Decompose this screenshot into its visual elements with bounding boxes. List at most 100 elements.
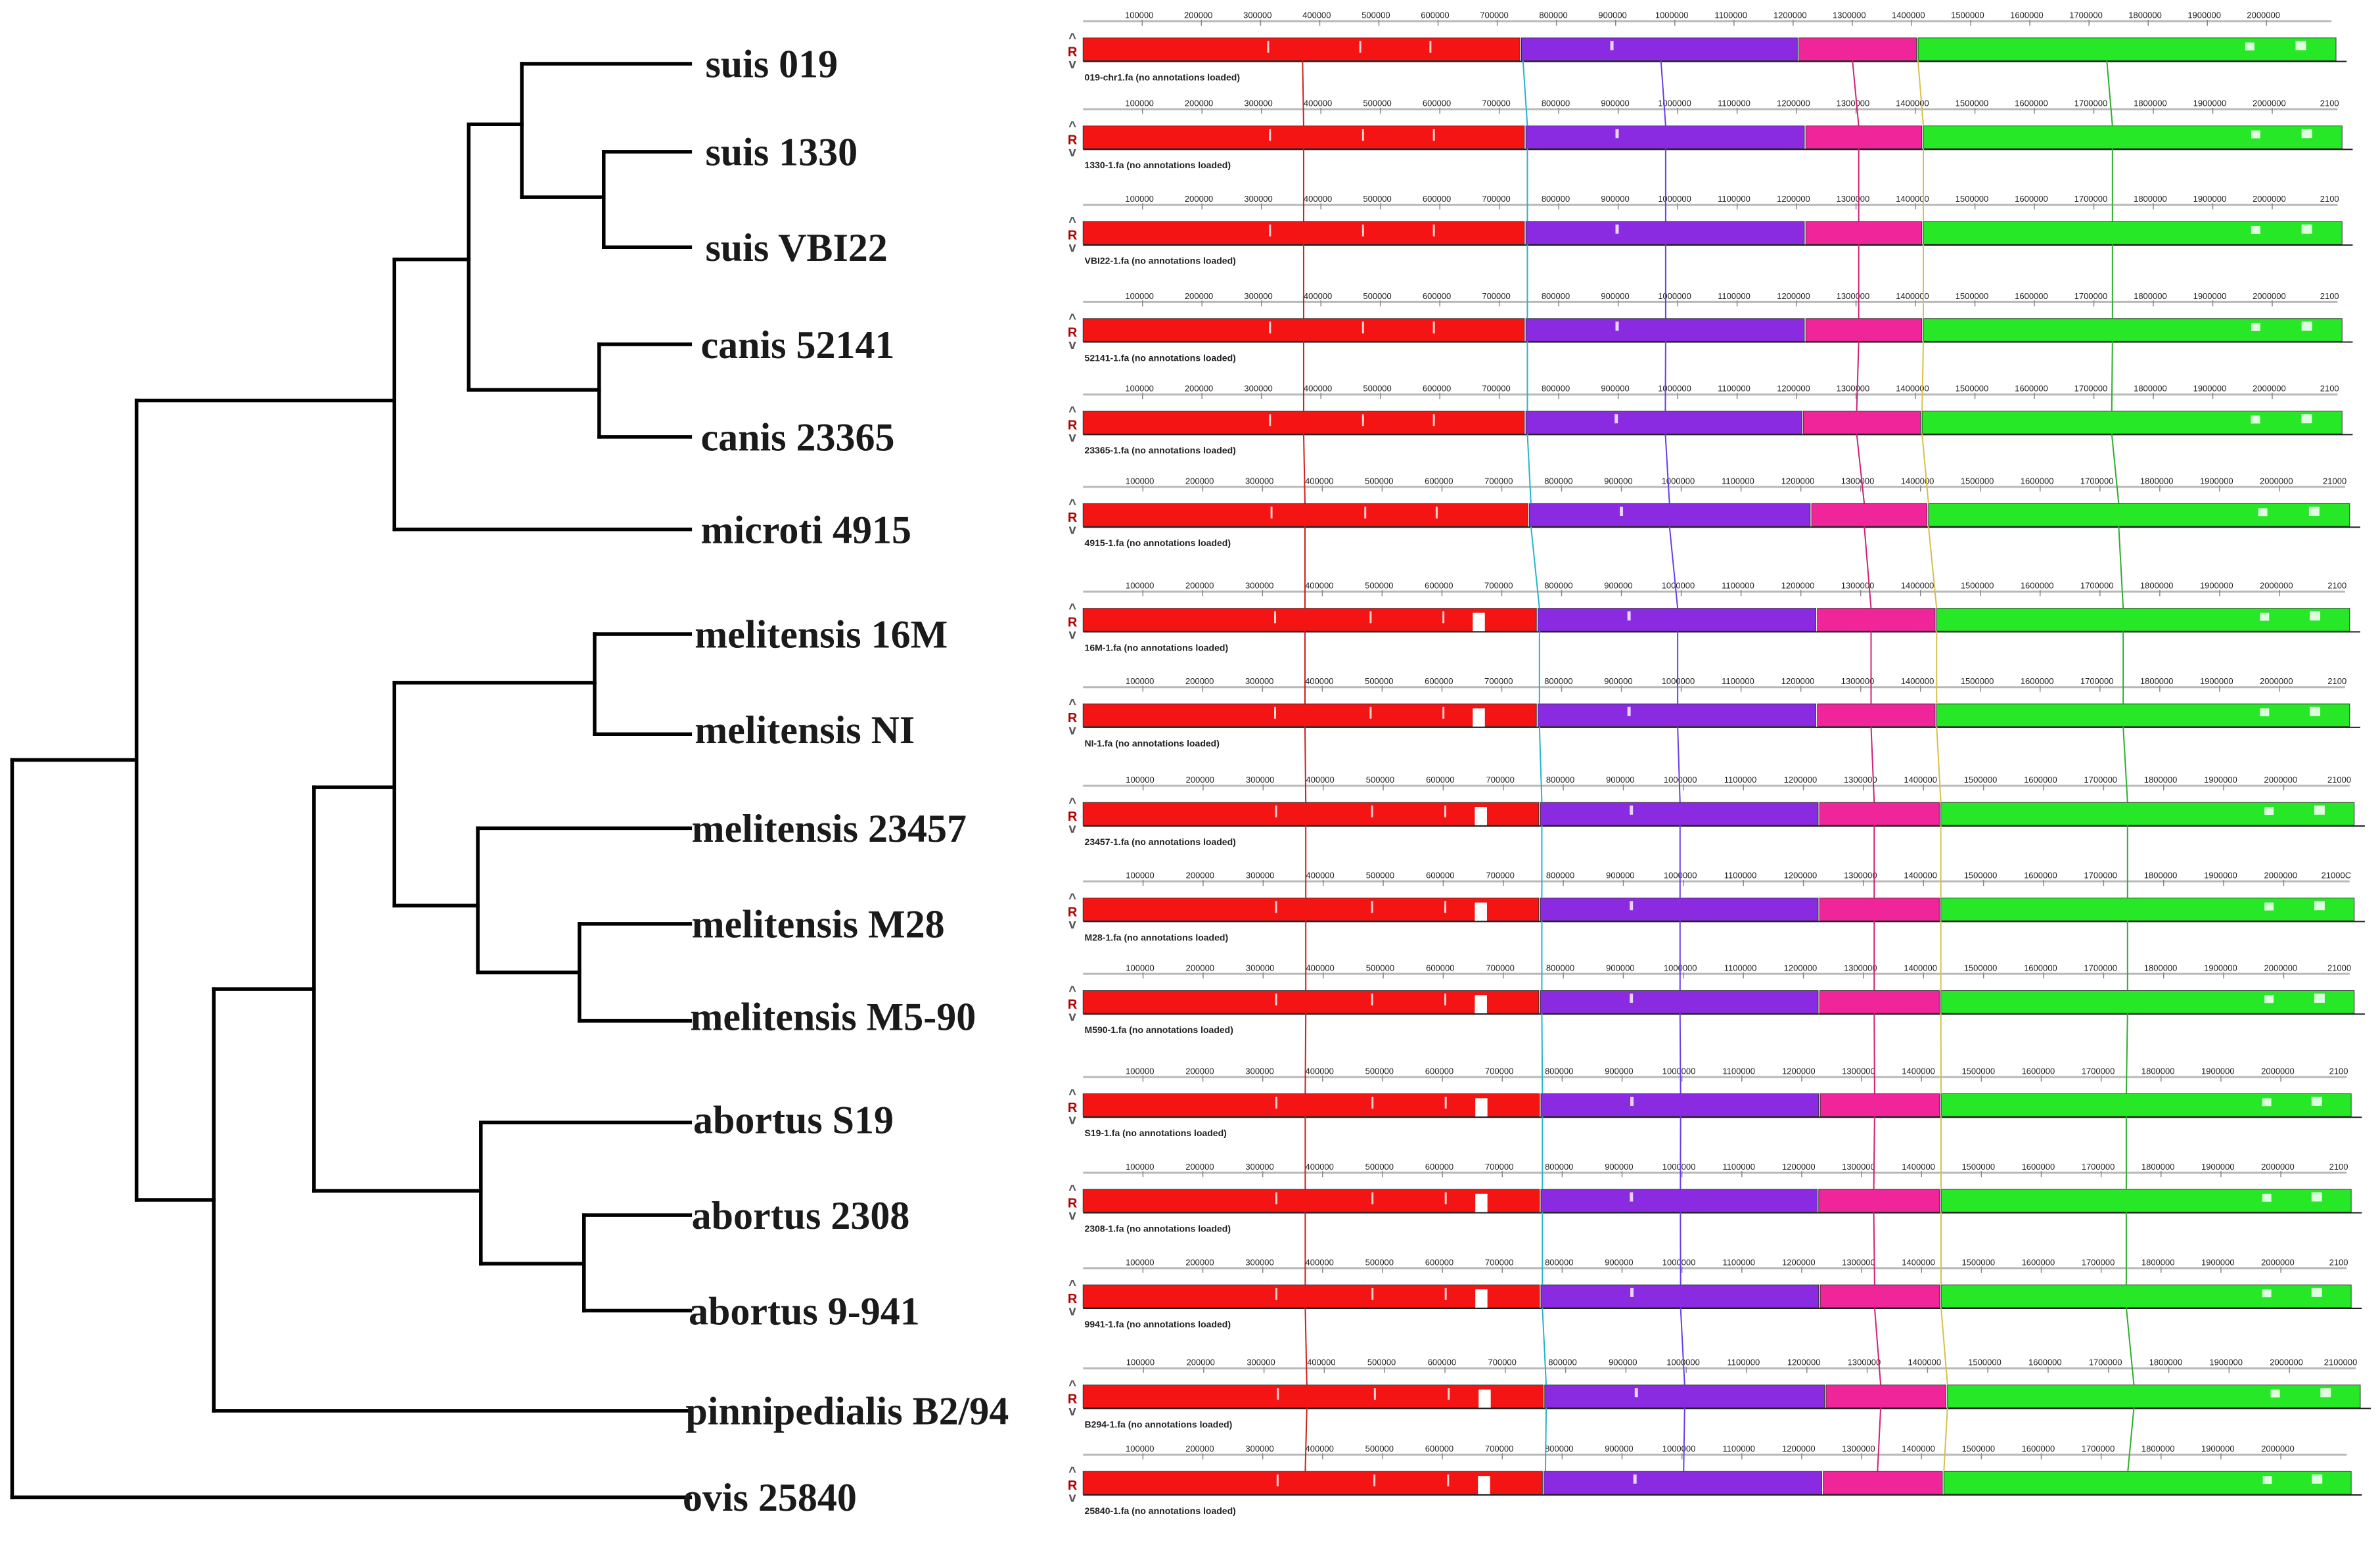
ruler-tick-label: 1000000	[1662, 581, 1695, 591]
ruler-tick-label: 1100000	[1728, 1358, 1760, 1367]
lcb-pink-block	[1818, 1189, 1940, 1212]
phylogenetic-tree	[10, 62, 693, 1500]
genome-panel: 100000 200000 300000 400000 500000 600000 7000…	[1068, 99, 2353, 170]
ruler-tick-label: 2000000	[2253, 291, 2286, 301]
ruler-tick-label: 1900000	[2200, 676, 2233, 686]
ruler-tick-label: 100000	[1125, 291, 1153, 301]
block-mark	[1429, 41, 1432, 53]
genome-panel: 100000 200000 300000 400000 500000 600000 7000…	[1068, 291, 2353, 363]
lcb-pink-block	[1823, 1471, 1943, 1495]
ruler-tick-label: 1400000	[1904, 963, 1937, 973]
block-mark	[2314, 805, 2325, 815]
ruler-tick-label: 1400000	[1908, 1358, 1941, 1367]
scroll-up-icon: ^	[1068, 602, 1076, 616]
scroll-up-icon: ^	[1068, 892, 1076, 906]
lcb-green-block	[1921, 411, 2343, 434]
block-mark	[1630, 901, 1634, 911]
ruler-tick-label: 1100000	[1718, 99, 1751, 108]
ruler-tick-label: 400000	[1306, 871, 1334, 881]
ruler-tick-label: 500000	[1365, 1257, 1394, 1267]
block-mark	[1275, 1192, 1277, 1204]
lcb-connector	[2111, 341, 2113, 411]
ruler-tick-label: 400000	[1304, 291, 1332, 301]
ruler-tick-label: 1700000	[2074, 291, 2108, 301]
ruler-tick-label: 300000	[1244, 291, 1272, 301]
block-mark	[1275, 1097, 1277, 1109]
taxon-label: abortus S19	[693, 1098, 894, 1141]
ruler-tick-label: 200000	[1186, 963, 1214, 973]
ruler-tick-label: 600000	[1423, 194, 1451, 204]
ruler-tick-label: 1900000	[2201, 1444, 2235, 1454]
scroll-up-icon: ^	[1068, 312, 1076, 327]
ruler-tick-label: 1700000	[2080, 676, 2114, 686]
taxon-label: melitensis 16M	[695, 613, 948, 656]
lcb-green-block	[1940, 1189, 2352, 1212]
genome-panel: 100000 200000 300000 400000 500000 600000 7000…	[1068, 1162, 2362, 1233]
ruler-tick-label: 1600000	[2015, 99, 2048, 108]
ruler-tick-label: 300000	[1245, 476, 1273, 486]
ruler-tick-label: 900000	[1601, 291, 1629, 301]
genome-panel: 100000 200000 300000 400000 500000 600000 7000…	[1068, 11, 2347, 82]
block-gap	[1475, 1289, 1488, 1308]
ruler-tick-label: 1300000	[1842, 1066, 1875, 1076]
ruler-tick-label: 1200000	[1781, 476, 1815, 486]
ruler-tick-label: 100000	[1126, 1444, 1154, 1454]
ruler-tick-label: 200000	[1185, 384, 1213, 394]
lcb-green-block	[1940, 1284, 2352, 1308]
ruler-tick-label: 800000	[1542, 291, 1570, 301]
genome-panel: 100000 200000 300000 400000 500000 600000 7000…	[1068, 775, 2365, 847]
lcb-purple-block	[1544, 1471, 1822, 1495]
ruler-end-label: 2100000	[2324, 1358, 2358, 1367]
ruler-tick-label: 1300000	[1841, 581, 1875, 591]
lcb-connector	[1873, 1116, 1875, 1189]
ruler-tick-label: 1800000	[2141, 1066, 2175, 1076]
lcb-red-block	[1082, 411, 1525, 434]
lcb-connector	[1870, 726, 1875, 803]
ruler-tick-label: 1700000	[2074, 194, 2108, 204]
ruler-tick-label: 800000	[1546, 775, 1574, 785]
ruler-tick-label: 900000	[1604, 476, 1632, 486]
ruler-tick-label: 2000000	[2270, 1358, 2303, 1367]
lcb-purple-block	[1540, 990, 1819, 1014]
ruler-tick-label: 1800000	[2149, 1358, 2183, 1367]
ruler-tick-label: 100000	[1126, 1162, 1154, 1172]
reverse-label: R	[1068, 1292, 1078, 1306]
scroll-down-icon: v	[1069, 430, 1077, 445]
block-mark	[1371, 805, 1373, 817]
ruler-tick-label: 1900000	[2193, 384, 2227, 394]
lcb-connector	[1668, 526, 1679, 608]
lcb-connector	[1544, 1408, 1547, 1472]
ruler-tick-label: 1200000	[1784, 871, 1818, 881]
ruler-tick-label: 1200000	[1777, 99, 1810, 108]
lcb-pink-block	[1819, 898, 1940, 921]
ruler-tick-label: 600000	[1421, 11, 1449, 20]
ruler-tick-label: 1700000	[2084, 775, 2117, 785]
ruler-tick-label: 1700000	[2080, 476, 2114, 486]
lcb-connector	[1542, 1307, 1547, 1385]
block-mark	[1371, 994, 1373, 1006]
block-mark	[2310, 706, 2321, 716]
lcb-connector	[1921, 434, 1929, 504]
block-mark	[2270, 1389, 2280, 1398]
block-mark	[1614, 414, 1618, 424]
ruler-end-label: 2100	[2320, 194, 2339, 204]
block-mark	[2311, 1097, 2322, 1107]
ruler-tick-label: 1600000	[2028, 1358, 2062, 1367]
block-mark	[2264, 995, 2274, 1003]
ruler-tick-label: 800000	[1545, 1444, 1573, 1454]
block-mark	[1267, 41, 1270, 53]
scroll-up-icon: ^	[1068, 1379, 1076, 1393]
ruler-tick-label: 100000	[1126, 1257, 1154, 1267]
ruler-tick-label: 800000	[1546, 871, 1574, 881]
ruler-tick-label: 500000	[1363, 384, 1391, 394]
ruler-tick-label: 100000	[1126, 963, 1154, 973]
block-mark	[1615, 129, 1619, 139]
ruler-tick-label: 900000	[1605, 1066, 1633, 1076]
reverse-label: R	[1068, 810, 1078, 824]
genome-caption: S19-1.fa (no annotations loaded)	[1085, 1128, 1227, 1138]
ruler-tick-label: 1900000	[2200, 581, 2233, 591]
lcb-connector	[1530, 526, 1540, 608]
ruler-end-label: 21000C	[2322, 871, 2352, 881]
lcb-green-block	[1936, 608, 2350, 631]
reverse-label: R	[1068, 1101, 1078, 1115]
